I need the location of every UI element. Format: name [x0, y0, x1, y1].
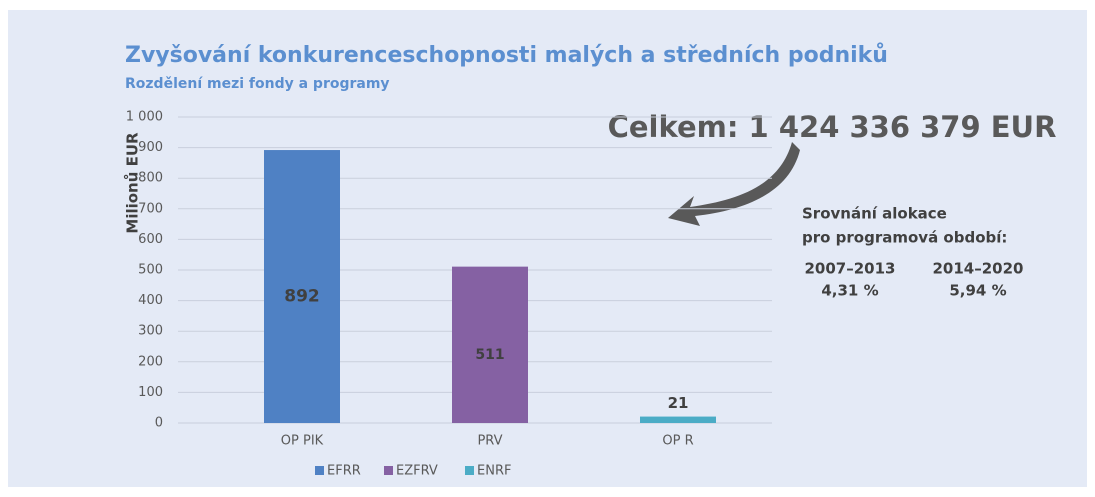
total-annotation: Celkem: 1 424 336 379 EUR — [608, 110, 1057, 144]
y-tick-label: 300 — [138, 324, 163, 339]
bar — [640, 416, 716, 423]
bar — [264, 150, 340, 423]
x-tick-label: PRV — [477, 434, 502, 449]
comparison-title: Srovnání alokace — [802, 205, 947, 223]
period-share: 4,31 % — [821, 282, 878, 300]
arrow — [668, 142, 800, 226]
comparison-title: pro programová období: — [802, 229, 1007, 247]
y-tick-label: 900 — [138, 140, 163, 155]
legend-label: EFRR — [327, 464, 361, 479]
y-tick-label: 600 — [138, 232, 163, 247]
y-tick-label: 0 — [155, 416, 163, 431]
legend-swatch — [315, 466, 324, 475]
y-tick-label: 200 — [138, 354, 163, 369]
x-tick-label: OP R — [662, 434, 693, 449]
period-share: 5,94 % — [949, 282, 1006, 300]
y-tick-label: 500 — [138, 263, 163, 278]
y-tick-label: 700 — [138, 201, 163, 216]
data-label: 511 — [475, 347, 504, 363]
chart-title: Zvyšování konkurenceschopnosti malých a … — [125, 43, 888, 68]
bar — [452, 266, 528, 423]
period: 2014–2020 — [933, 260, 1024, 278]
legend-label: ENRF — [477, 464, 511, 479]
data-label: 21 — [668, 394, 689, 412]
chart-subtitle: Rozdělení mezi fondy a programy — [125, 76, 390, 92]
period: 2007–2013 — [805, 260, 896, 278]
panel — [8, 10, 1087, 487]
y-tick-label: 100 — [138, 385, 163, 400]
y-axis-label: Milionů EUR — [124, 132, 142, 234]
y-tick-label: 400 — [138, 293, 163, 308]
legend-label: EZFRV — [396, 464, 438, 479]
data-label: 892 — [284, 287, 320, 307]
legend-swatch — [384, 466, 393, 475]
y-tick-label: 1 000 — [126, 110, 163, 125]
y-tick-label: 800 — [138, 171, 163, 186]
x-tick-label: OP PIK — [281, 434, 324, 449]
legend-swatch — [465, 466, 474, 475]
